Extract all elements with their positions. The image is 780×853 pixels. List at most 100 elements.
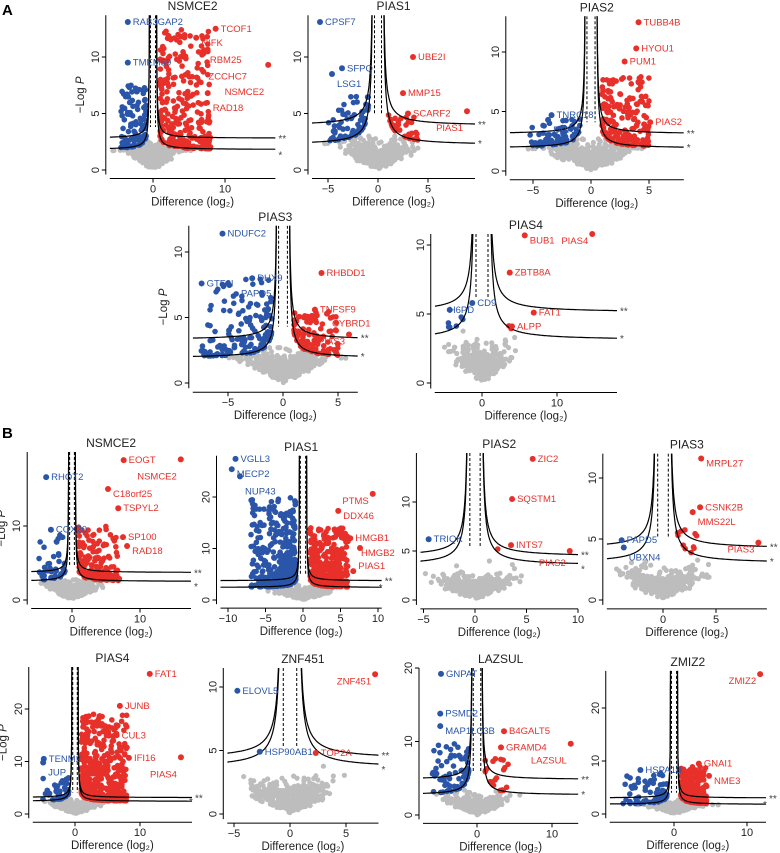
- ns-point: [289, 358, 295, 364]
- up-point: [617, 91, 623, 97]
- down-point: [119, 112, 125, 119]
- gene-label: TMEM59: [133, 58, 172, 69]
- down-point: [281, 514, 288, 520]
- labeled-point-tspyl2: [115, 505, 122, 512]
- labeled-point-tnrc18: [548, 112, 555, 119]
- ns-point: [349, 151, 355, 157]
- down-point: [292, 498, 298, 504]
- up-point: [161, 115, 168, 122]
- up-point: [295, 313, 302, 320]
- up-point: [605, 95, 611, 102]
- ns-point: [146, 153, 152, 159]
- up-point: [172, 109, 178, 115]
- ns-point: [277, 355, 283, 361]
- panel-title: PIAS4: [509, 218, 543, 232]
- ns-point: [42, 581, 49, 588]
- down-point: [220, 283, 227, 290]
- up-point: [300, 334, 306, 341]
- y-tick-label: 5: [292, 110, 304, 116]
- down-point: [41, 564, 48, 571]
- ns-point: [281, 355, 287, 361]
- up-point: [413, 129, 419, 136]
- down-point: [236, 327, 242, 334]
- up-point: [646, 75, 652, 81]
- gene-label: PUM1: [630, 57, 656, 68]
- down-point: [59, 534, 66, 541]
- gene-label: C18orf25: [113, 489, 152, 500]
- ns-point: [595, 136, 601, 142]
- ns-point: [592, 159, 599, 165]
- ns-point: [554, 147, 560, 153]
- volcano-panel-a-pias2: PIAS2***TUBB4BHYOU1PUM1TNRC18DDR2PIAS205…: [490, 0, 695, 209]
- threshold-curve-double-star: [312, 15, 373, 124]
- labeled-point-cox20: [47, 526, 54, 533]
- up-point: [107, 531, 114, 538]
- threshold-curve-double-star: [383, 15, 475, 125]
- ns-point: [258, 361, 265, 368]
- threshold-curve-double-star: [491, 233, 617, 312]
- up-point: [187, 117, 194, 123]
- ns-point: [491, 346, 497, 353]
- ns-point: [481, 348, 487, 354]
- up-point: [168, 121, 175, 127]
- up-point: [619, 115, 625, 121]
- down-point: [128, 136, 134, 142]
- ns-point: [415, 145, 421, 151]
- ns-point: [475, 363, 482, 369]
- up-point: [344, 563, 351, 570]
- down-point: [202, 348, 208, 355]
- ns-point: [388, 145, 394, 152]
- labeled-point-fat1: [530, 309, 537, 316]
- x-tick-label: 10: [551, 398, 563, 410]
- down-point: [213, 289, 219, 295]
- ns-point: [312, 587, 318, 593]
- ns-point: [357, 136, 364, 142]
- up-point: [316, 539, 323, 546]
- ns-point: [301, 587, 307, 593]
- up-point: [194, 75, 201, 81]
- down-point: [270, 554, 277, 561]
- up-point: [616, 106, 623, 112]
- ns-point: [283, 590, 289, 596]
- ns-point: [355, 151, 361, 157]
- up-point: [610, 78, 617, 85]
- up-point: [110, 535, 116, 542]
- down-point: [283, 530, 290, 537]
- labeled-point-pias4: [589, 230, 596, 237]
- up-point: [618, 76, 625, 82]
- down-point: [243, 276, 249, 283]
- y-axis-label-italic: P: [158, 288, 170, 296]
- ns-point: [275, 376, 282, 383]
- panel-letter-a: A: [2, 2, 13, 19]
- up-point: [200, 35, 206, 42]
- labeled-point-scarf2: [405, 110, 411, 117]
- up-point: [641, 112, 647, 119]
- volcano-panel-b-nsmce2: NSMCE2***EOGTNSMCE2RHOT2C18orf25TSPYL2CO…: [0, 436, 202, 638]
- down-point: [541, 123, 547, 129]
- labeled-point-rhot2: [43, 474, 50, 481]
- up-point: [96, 538, 103, 544]
- down-point: [136, 86, 142, 93]
- up-point: [626, 75, 633, 81]
- down-point: [247, 314, 253, 321]
- up-point: [163, 63, 170, 70]
- up-point: [609, 99, 616, 105]
- down-point: [277, 539, 284, 545]
- down-point: [277, 530, 284, 537]
- ns-point: [619, 148, 625, 155]
- up-point: [294, 332, 301, 339]
- down-point: [279, 552, 285, 559]
- ns-point: [55, 583, 61, 589]
- up-point: [325, 346, 332, 353]
- up-point: [169, 113, 176, 120]
- gene-label: NSMCE2: [137, 471, 177, 482]
- down-point: [121, 116, 128, 123]
- down-point: [253, 301, 260, 308]
- down-point: [266, 508, 272, 514]
- ns-point: [272, 590, 278, 596]
- down-point: [226, 347, 233, 354]
- significance-label-star: *: [620, 334, 624, 345]
- down-point: [284, 549, 291, 556]
- ns-point: [465, 347, 471, 353]
